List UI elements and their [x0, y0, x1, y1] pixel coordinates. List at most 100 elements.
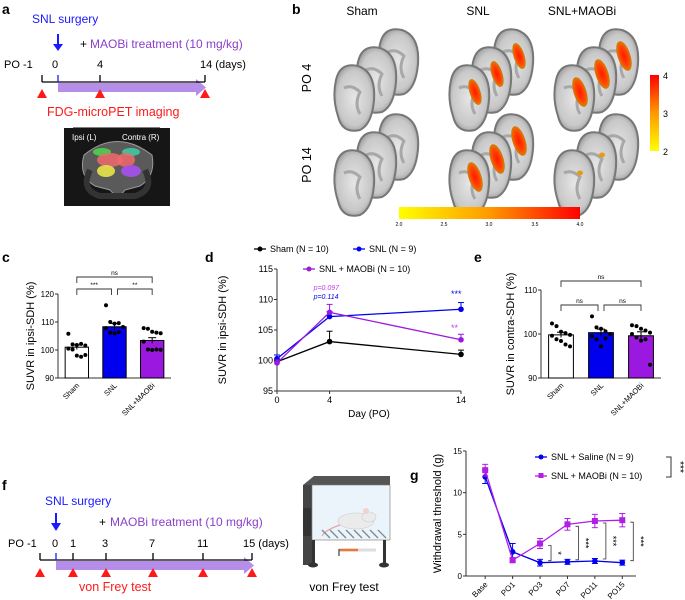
plus-sign: + [80, 37, 87, 51]
brain-gyrus [585, 152, 604, 182]
chart-e: e SUVR in contra-SDH (%) 90 100 110 Sham SNL SN… [474, 249, 661, 418]
y-tick-label: 95 [263, 386, 273, 396]
data-point [326, 338, 333, 345]
series-line [484, 469, 623, 562]
significance-bracket [76, 288, 112, 295]
data-point [559, 339, 563, 344]
data-point [79, 354, 84, 359]
red-triangle-icon [68, 568, 78, 577]
colorbar-tick: 3.0 [486, 222, 493, 228]
significance-label: * [553, 551, 563, 555]
panel-label: b [292, 1, 301, 17]
series-line [276, 311, 462, 364]
timeline-tick: 3 [102, 538, 108, 550]
brain-slice [553, 149, 596, 217]
significance-label: ns [598, 274, 606, 281]
legend-label: Sham (N = 10) [270, 244, 329, 254]
significance-label: ns [619, 298, 627, 305]
x-tick-label: PO1 [499, 580, 517, 598]
activation-blob [511, 126, 527, 156]
treatment-label: MAOBi treatment (10 mg/kg) [90, 37, 243, 51]
data-point [326, 313, 333, 320]
brain-gyrus [365, 67, 384, 97]
data-point [145, 326, 150, 331]
timeline-prefix: PO -1 [8, 538, 37, 550]
data-point [154, 347, 159, 352]
y-tick-label: 90 [45, 374, 54, 383]
plus-sign: + [99, 515, 106, 529]
test-label: von Frey test [79, 580, 152, 594]
activation-blob [490, 61, 504, 87]
data-point [568, 344, 573, 349]
brain-slice [333, 64, 376, 132]
significance-label: ns [576, 298, 584, 305]
data-point [70, 347, 75, 352]
bar [139, 339, 165, 379]
significance-label: *** [608, 536, 618, 547]
brain-outline [333, 149, 376, 217]
data-point [619, 517, 626, 524]
panel-label: f [2, 477, 7, 493]
panel-label: c [2, 249, 10, 265]
y-tick-label: 110 [41, 318, 54, 327]
data-point [83, 343, 88, 348]
timeline-prefix: PO -1 [4, 59, 33, 71]
data-point [141, 326, 146, 331]
timeline-tick: 4 [97, 59, 103, 71]
brain-outline [553, 149, 596, 217]
row-header: PO 14 [300, 147, 314, 182]
data-point [74, 353, 79, 358]
x-tick-label: SNL [102, 381, 119, 398]
significance-label: *** [451, 289, 462, 299]
column-header: SNL [466, 4, 490, 18]
legend-marker [538, 473, 544, 478]
y-axis-label: SUVR in ipsi-SDH (%) [25, 282, 37, 391]
colorbar-tick: 4.0 [577, 222, 584, 228]
brain-gyrus [563, 170, 582, 200]
activation-blob [468, 79, 482, 105]
y-axis-label: SUVR in ipsi-SDH (%) [217, 276, 229, 385]
data-point [154, 330, 159, 335]
data-point [104, 303, 109, 308]
panel-label: a [2, 1, 10, 17]
column-header: SNL+MAOBi [548, 4, 616, 18]
data-point [559, 329, 563, 334]
y-tick-label: 110 [259, 295, 273, 305]
data-point [568, 332, 573, 337]
data-point [120, 325, 125, 330]
significance-bracket [560, 304, 599, 311]
red-triangle-icon [198, 568, 208, 577]
bar [64, 346, 90, 379]
significance-bracket [575, 525, 579, 561]
y-axis-label: Withdrawal threshold (g) [432, 454, 444, 573]
brain-slice [448, 64, 491, 132]
data-point [599, 326, 603, 331]
treatment-label: MAOBi treatment (10 mg/kg) [110, 515, 263, 529]
bar [588, 332, 614, 379]
x-tick-label: Base [470, 580, 490, 600]
data-point [74, 342, 79, 347]
data-point [564, 521, 571, 528]
activation-blob [489, 144, 505, 174]
data-point [274, 360, 280, 366]
x-tick-label: 4 [327, 395, 332, 405]
x-axis-label: Day (PO) [348, 409, 390, 420]
data-point [639, 338, 643, 343]
red-triangle-icon [148, 568, 158, 577]
data-point [104, 326, 109, 331]
timeline [41, 75, 206, 96]
data-point [643, 328, 648, 333]
significance-label: ns [111, 270, 119, 277]
x-tick-label: PO11 [579, 580, 600, 600]
activation-blob [512, 43, 526, 69]
data-point [66, 346, 71, 351]
data-point [564, 559, 571, 565]
surgery-arrow-icon [53, 34, 63, 51]
brain-slice [333, 149, 376, 217]
significance-bracket [602, 522, 607, 560]
data-point [608, 332, 613, 336]
activation-blob [599, 152, 605, 158]
timeline-tick: 11 [197, 538, 208, 550]
